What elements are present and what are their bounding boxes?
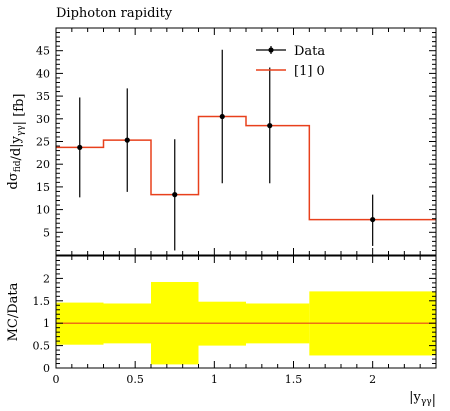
- y-tick-label: 40: [36, 67, 50, 80]
- data-point: [370, 216, 376, 223]
- x-tick-label: 0: [53, 373, 60, 386]
- data-point: [124, 137, 130, 143]
- legend-data-marker: [268, 47, 274, 53]
- y-tick-label: 35: [36, 90, 50, 103]
- data-point: [267, 123, 273, 129]
- data-point: [219, 113, 225, 120]
- y-tick-label: 5: [43, 226, 50, 239]
- legend-data-label: Data: [294, 44, 325, 59]
- x-tick-label: 1.5: [285, 373, 303, 386]
- legend-mc-label: [1] 0: [294, 64, 325, 79]
- data-point: [77, 144, 83, 151]
- y-tick-label: 45: [36, 45, 50, 58]
- y-tick-label: 0.5: [33, 340, 51, 353]
- x-tick-label: 1: [211, 373, 218, 386]
- y-tick-label: 20: [36, 158, 50, 171]
- y-tick-label: 10: [36, 204, 50, 217]
- x-tick-label: 0.5: [126, 373, 144, 386]
- y-tick-label: 0: [43, 362, 50, 375]
- mc-step-line: [56, 115, 436, 221]
- y-tick-label: 1.5: [33, 295, 51, 308]
- x-tick-label: 2: [369, 373, 376, 386]
- chart-title: Diphoton rapidity: [56, 6, 173, 21]
- y-tick-label: 2: [43, 272, 50, 285]
- y-tick-label: 25: [36, 136, 50, 149]
- ratio-y-axis-label: MC/Data: [6, 282, 21, 341]
- x-axis-label: |yγγ|: [409, 390, 436, 407]
- y-tick-label: 30: [36, 113, 50, 126]
- y-tick-label: 15: [36, 181, 50, 194]
- data-point: [172, 192, 178, 198]
- main-panel-frame: [55, 27, 437, 256]
- y-tick-label: 1: [43, 317, 50, 330]
- main-y-axis-label: dσfid/d|yγγ| [fb]: [6, 94, 27, 190]
